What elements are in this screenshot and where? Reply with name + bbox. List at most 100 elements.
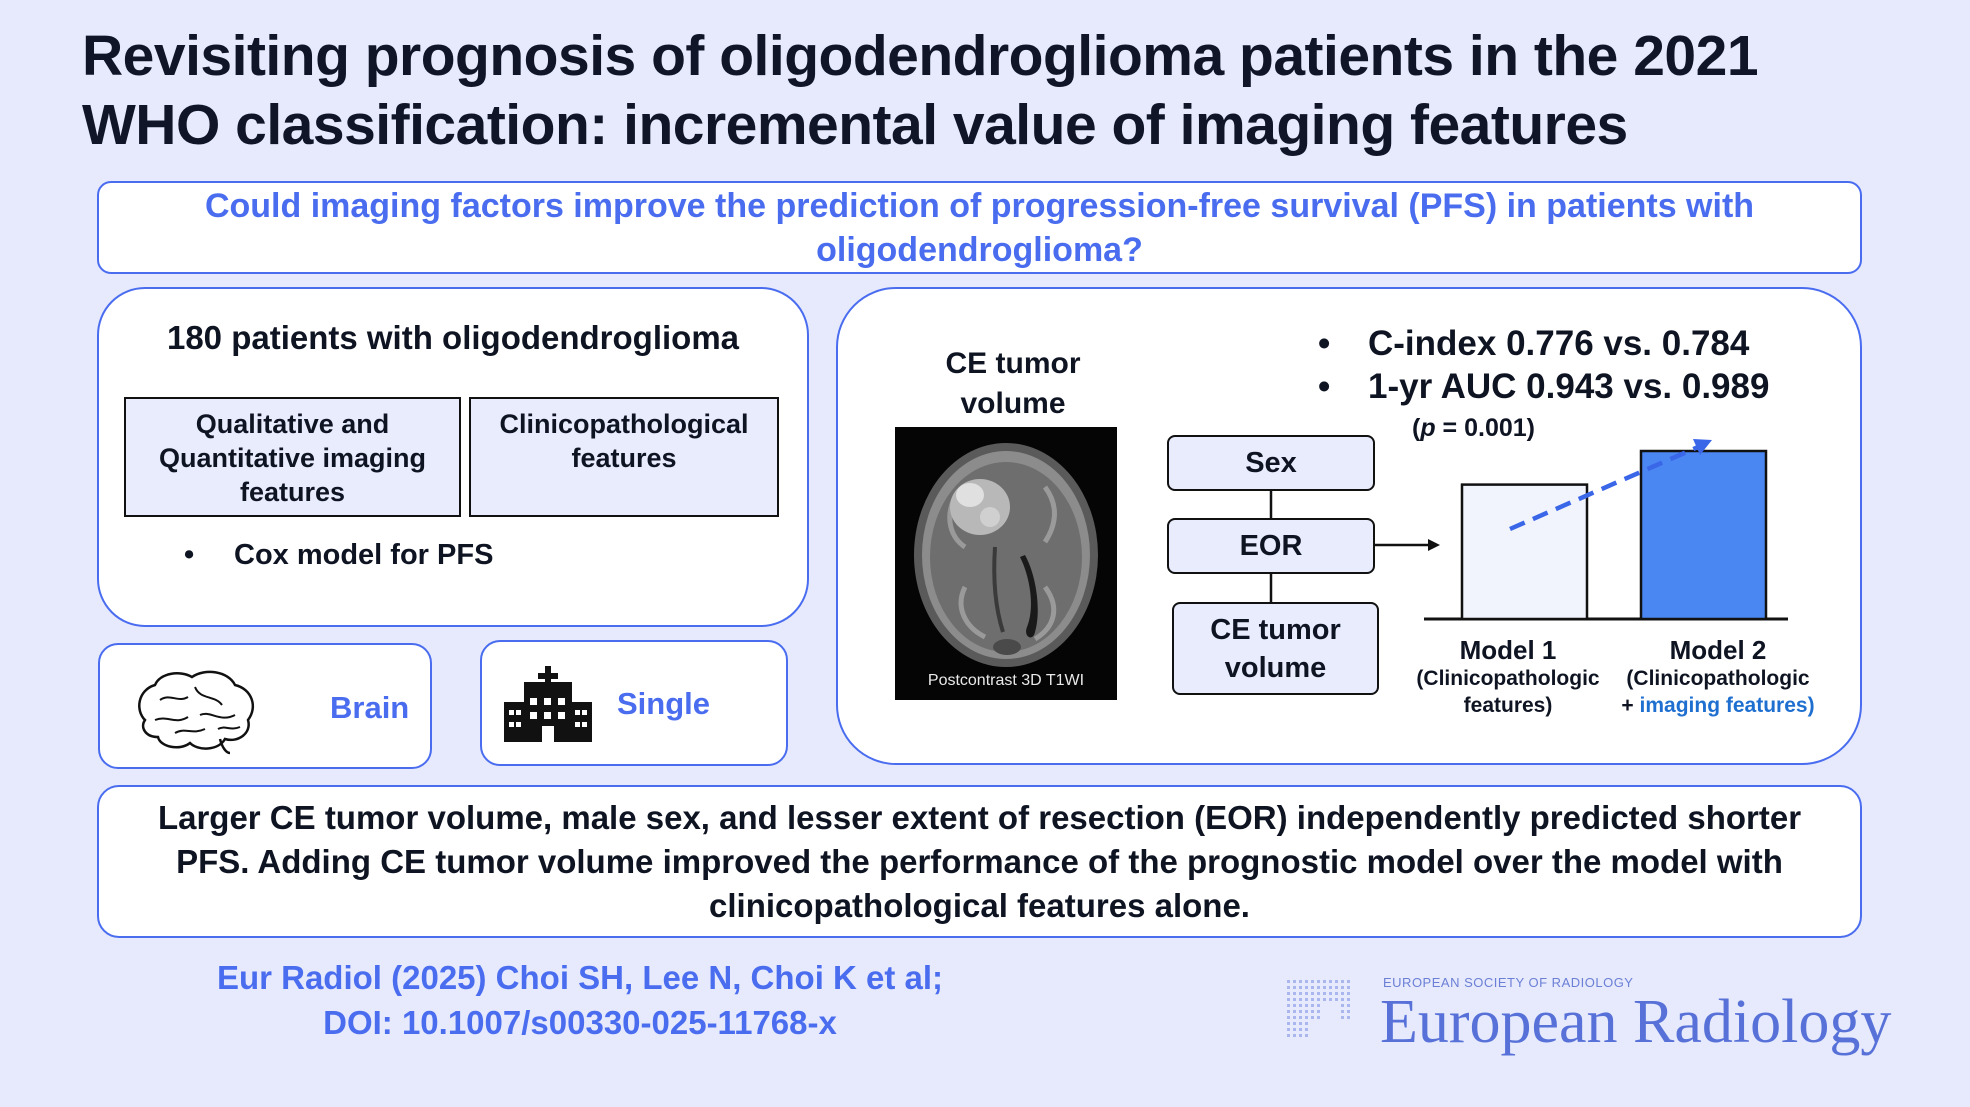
model-1-sub-1: (Clinicopathologic [1416,667,1600,690]
logo-dot [1299,1016,1302,1019]
logo-dot [1347,1004,1350,1007]
logo-dot [1317,986,1320,989]
logo-dot [1341,1010,1344,1013]
logo-dot [1317,1010,1320,1013]
logo-dot [1293,1010,1296,1013]
logo-dot [1293,980,1296,983]
feature-2-line-1: Clinicopathological [499,409,749,439]
logo-dot [1323,986,1326,989]
logo-dot [1347,998,1350,1001]
results-panel: CE tumor volume Postcontrast 3D T1WI Sex… [836,287,1862,765]
bullet-dot-icon: • [1318,324,1331,363]
mri-brain-scan [914,443,1098,667]
logo-dot [1287,1022,1290,1025]
model-comparison-chart [1424,439,1788,621]
logo-dot [1341,992,1344,995]
logo-dot [1287,986,1290,989]
logo-dot [1347,992,1350,995]
trend-arrow-line [1509,444,1699,532]
stat-auc: • 1-yr AUC 0.943 vs. 0.989 [1318,367,1769,407]
citation: Eur Radiol (2025) Choi SH, Lee N, Choi K… [160,955,1000,1045]
logo-dot [1305,1022,1308,1025]
model-1-label: Model 1 (Clinicopathologic features) [1398,635,1618,719]
logo-dot [1293,1022,1296,1025]
factor-connectors [1269,489,1440,604]
brand-journal: European Radiology [1380,988,1892,1056]
logo-dot [1287,1004,1290,1007]
logo-dot [1317,998,1320,1001]
logo-dot [1299,1004,1302,1007]
logo-dot [1305,998,1308,1001]
logo-dot [1347,1016,1350,1019]
logo-dot [1341,986,1344,989]
feature-1-line-1: Qualitative and [195,409,390,439]
logo-dot [1299,1028,1302,1031]
image-caption: Postcontrast 3D T1WI [927,672,1085,689]
clinicopathological-features-box: Clinicopathological features [469,397,779,517]
cox-model-bullet: • Cox model for PFS [184,539,493,572]
logo-dot [1287,1010,1290,1013]
logo-dot [1305,1034,1308,1037]
logo-dot [1299,998,1302,1001]
conclusion-box: Larger CE tumor volume, male sex, and le… [97,785,1862,938]
bullet-dot-icon: • [1318,367,1331,406]
logo-dot [1347,1010,1350,1013]
logo-dot [1335,992,1338,995]
logo-dot [1293,1004,1296,1007]
logo-dot [1299,992,1302,995]
feature-2-line-2: features [571,443,677,473]
image-label-line-2: volume [960,387,1066,420]
logo-dot [1341,980,1344,983]
logo-dot [1293,998,1296,1001]
logo-dot [1317,992,1320,995]
model-2-plus: + [1621,694,1640,717]
logo-dot [1311,1010,1314,1013]
logo-dot [1341,998,1344,1001]
citation-line-1: Eur Radiol (2025) Choi SH, Lee N, Choi K… [216,959,944,996]
logo-dot [1311,1004,1314,1007]
logo-dot [1335,986,1338,989]
patients-heading: 180 patients with oligodendroglioma [166,319,740,356]
logo-dot [1347,986,1350,989]
logo-dot [1299,980,1302,983]
logo-dot [1311,992,1314,995]
logo-dot [1311,986,1314,989]
logo-dot [1311,998,1314,1001]
factor-eor: EOR [1167,518,1375,574]
image-label: CE tumor volume [928,344,1098,424]
cox-model-text: Cox model for PFS [234,539,494,571]
image-label-line-1: CE tumor [945,347,1081,380]
logo-dot [1293,986,1296,989]
logo-dot [1311,1016,1314,1019]
brand-society: EUROPEAN SOCIETY OF RADIOLOGY [1383,975,1634,990]
logo-dot [1329,998,1332,1001]
feature-1-line-3: features [239,477,346,507]
logo-dot [1329,980,1332,983]
logo-dot [1323,998,1326,1001]
logo-dot [1293,992,1296,995]
logo-dot [1287,980,1290,983]
logo-dot [1323,992,1326,995]
center-tag-label: Single [617,686,711,721]
model-2-imaging-text: imaging features) [1639,694,1815,717]
esr-logo-icon [1287,980,1350,1037]
logo-dot [1287,998,1290,1001]
logo-dot [1347,980,1350,983]
logo-dot [1323,980,1326,983]
stat-c-index-text: C-index 0.776 vs. 0.784 [1368,324,1750,363]
stat-auc-text: 1-yr AUC 0.943 vs. 0.989 [1368,367,1770,406]
logo-dot [1299,986,1302,989]
logo-dot [1287,1034,1290,1037]
title-line-1: Revisiting prognosis of oligodendrogliom… [82,24,1759,88]
factor-ce-tumor-volume: CE tumor volume [1172,602,1379,695]
logo-dot [1317,1004,1320,1007]
factor-sex: Sex [1167,435,1375,491]
logo-dot [1305,1028,1308,1031]
model-2-sub-2: + imaging features) [1608,692,1828,719]
stat-c-index: • C-index 0.776 vs. 0.784 [1318,324,1749,364]
logo-dot [1317,980,1320,983]
logo-dot [1293,1028,1296,1031]
hospital-icon [504,666,592,742]
p-value-symbol: p [1420,414,1436,442]
trend-arrow-head-icon [1693,439,1712,455]
